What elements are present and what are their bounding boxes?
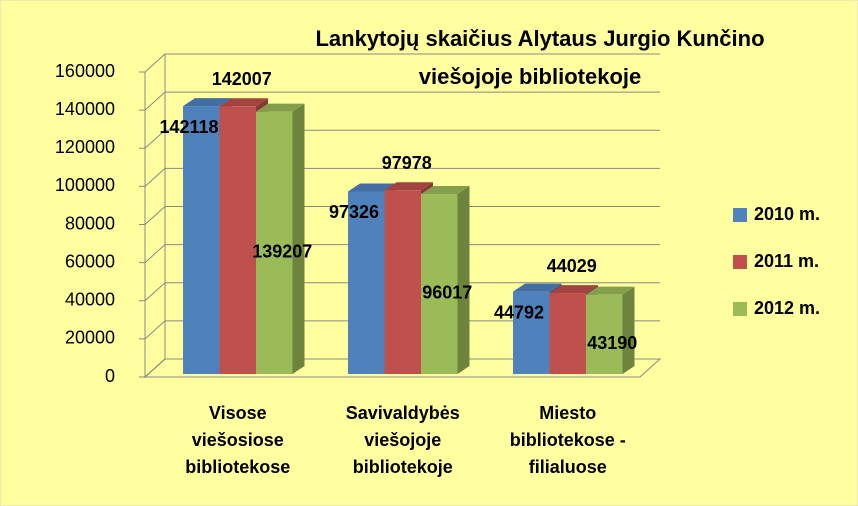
bar [586, 294, 623, 374]
bar-top [513, 283, 562, 292]
legend-swatch [733, 255, 747, 269]
grid-line [144, 244, 660, 263]
bar [256, 111, 293, 374]
chart-title: viešojoje bibliotekoje [419, 64, 642, 89]
bar-top [421, 185, 470, 194]
data-label: 139207 [252, 242, 312, 262]
bar-top [384, 182, 433, 191]
legend-swatch [733, 302, 747, 316]
data-label: 43190 [587, 333, 637, 353]
legend-label: 2011 m. [754, 251, 819, 271]
bar [183, 106, 220, 375]
bar [513, 291, 550, 374]
data-label: 97326 [329, 202, 379, 222]
bar-top [256, 103, 305, 112]
bar-top [549, 285, 598, 294]
x-tick-label: Visose viešosiose bibliotekose [185, 403, 290, 477]
bar [219, 106, 256, 374]
y-tick-label: 60000 [65, 251, 115, 271]
grid-line [144, 53, 660, 73]
bar-side [292, 103, 305, 374]
bar-side [622, 286, 635, 374]
data-label: 44792 [494, 302, 544, 322]
y-tick-label: 140000 [55, 99, 115, 119]
grid-line [144, 129, 660, 149]
data-label: 44029 [547, 256, 597, 276]
legend-label: 2012 m. [754, 298, 820, 318]
data-label: 96017 [422, 283, 472, 303]
data-label: 97978 [382, 153, 432, 173]
data-label: 142118 [159, 117, 218, 137]
grid-line [144, 206, 660, 225]
y-tick-label: 160000 [55, 61, 115, 81]
y-tick-label: 20000 [65, 328, 115, 348]
x-tick-label: Miesto bibliotekose -filialuose [510, 403, 626, 477]
legend-label: 2010 m. [754, 204, 820, 224]
bar-top [586, 286, 635, 295]
bar [384, 190, 421, 374]
bar-top [348, 183, 397, 192]
grid-line [144, 167, 660, 187]
x-tick-label: Savivaldybės viešojoje bibliotekoje [346, 403, 460, 477]
grid-line [144, 358, 660, 378]
y-tick-label: 120000 [55, 137, 115, 157]
bar-top [219, 98, 268, 107]
y-tick-label: 0 [105, 366, 115, 386]
y-tick-label: 100000 [55, 175, 115, 195]
grid-line [144, 91, 660, 111]
legend-swatch [733, 208, 747, 222]
grid-line [144, 320, 660, 340]
bar [421, 193, 458, 374]
bar [549, 293, 586, 374]
data-label: 142007 [212, 69, 272, 89]
y-tick-label: 80000 [65, 213, 115, 233]
bar-top [183, 98, 232, 107]
bar [348, 191, 385, 374]
bar-side [457, 185, 470, 374]
grid-line [144, 282, 660, 302]
chart-title: Lankytojų skaičius Alytaus Jurgio Kunčin… [315, 26, 764, 51]
y-tick-label: 40000 [65, 290, 115, 310]
